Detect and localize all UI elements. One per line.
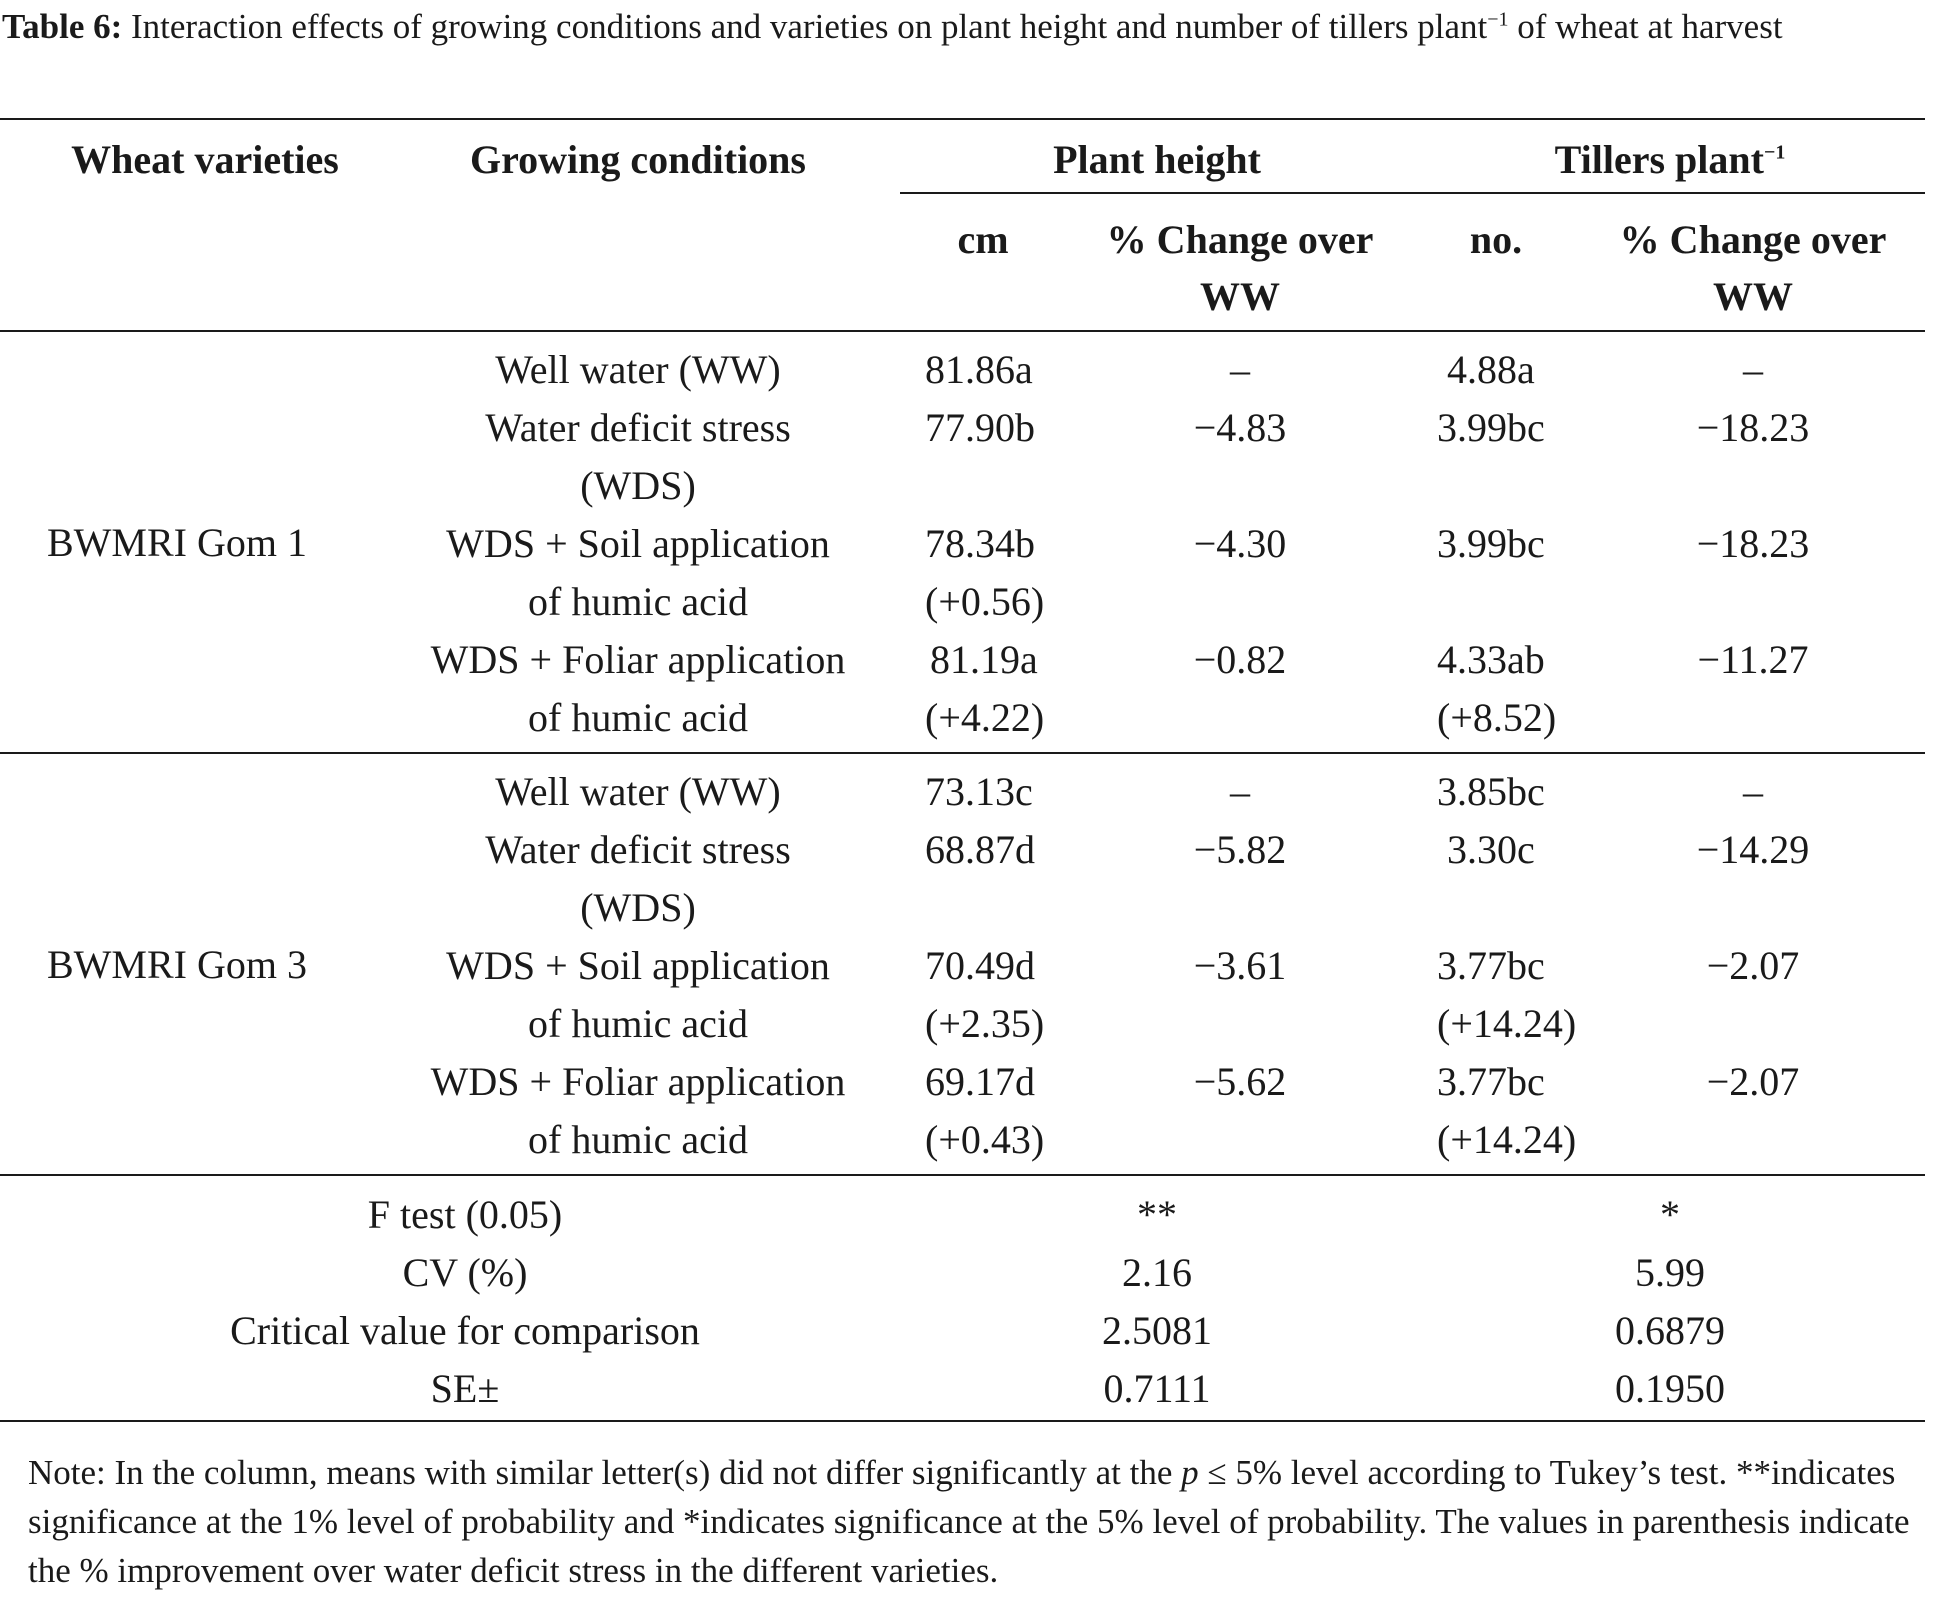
plant-height-change: −4.30 (1193, 521, 1287, 566)
stat-label-f-test: F test (0.05) (367, 1192, 563, 1237)
plant-height-improvement: (+4.22) (925, 695, 1045, 740)
tillers-improvement: (+14.24) (1437, 1001, 1577, 1046)
tillers-improvement: (+8.52) (1437, 695, 1557, 740)
plant-height-value: 68.87d (925, 827, 1035, 872)
tillers-change: – (1743, 347, 1763, 392)
condition-line: Well water (WW) (495, 347, 781, 392)
condition-line: WDS + Soil application (446, 943, 830, 988)
header-growing-conditions: Growing conditions (470, 137, 806, 182)
header-no: no. (1469, 217, 1523, 262)
plant-height-change: −5.62 (1193, 1059, 1287, 1104)
condition-line: of humic acid (528, 695, 748, 740)
caption-text: Interaction effects of growing condition… (122, 7, 1488, 46)
tillers-value: 3.99bc (1437, 405, 1545, 450)
caption-superscript: −1 (1487, 8, 1509, 31)
plant-height-value: 78.34b (925, 521, 1035, 566)
tillers-change: – (1743, 769, 1763, 814)
stat-plant-height-f-test: ** (1137, 1192, 1177, 1237)
stat-tillers-critical-value: 0.6879 (1615, 1308, 1725, 1353)
stat-plant-height-cv: 2.16 (1122, 1250, 1192, 1295)
header-bottom-rule (0, 330, 1925, 332)
table-caption: Table 6: Interaction effects of growing … (2, 2, 1952, 52)
variety-label: BWMRI Gom 1 (47, 520, 307, 565)
stat-plant-height-se: 0.7111 (1103, 1366, 1211, 1411)
stats-separator-rule (0, 1174, 1925, 1176)
header-cm: cm (957, 217, 1009, 262)
condition-line: Water deficit stress (485, 405, 791, 450)
stat-label-cv: CV (%) (402, 1250, 528, 1295)
plant-height-improvement: (+0.56) (925, 579, 1045, 624)
condition-line: of humic acid (528, 1117, 748, 1162)
stat-label-se: SE± (430, 1366, 500, 1411)
bottom-rule (0, 1420, 1925, 1422)
plant-height-improvement: (+0.43) (925, 1117, 1045, 1162)
plant-height-change: −5.82 (1193, 827, 1287, 872)
tillers-value: 3.85bc (1437, 769, 1545, 814)
tillers-value: 3.30c (1447, 827, 1535, 872)
caption-label: Table 6: (2, 7, 123, 46)
condition-line: WDS + Soil application (446, 521, 830, 566)
stat-tillers-f-test: * (1660, 1192, 1680, 1237)
caption-text-end: of wheat at harvest (1508, 7, 1783, 46)
condition-line: (WDS) (580, 885, 696, 930)
tillers-change: −2.07 (1706, 943, 1800, 988)
tillers-improvement: (+14.24) (1437, 1117, 1577, 1162)
variety-label: BWMRI Gom 3 (47, 942, 307, 987)
tillers-value: 4.33ab (1437, 637, 1545, 682)
condition-line: of humic acid (528, 1001, 748, 1046)
plant-height-change: – (1230, 769, 1250, 814)
header-change-over-tillers-line1: % Change over (1619, 217, 1887, 262)
header-change-over-tillers-line2: WW (1713, 274, 1793, 319)
header-wheat-varieties: Wheat varieties (71, 137, 339, 182)
condition-line: Well water (WW) (495, 769, 781, 814)
tillers-change: −14.29 (1696, 827, 1810, 872)
plant-height-change: – (1230, 347, 1250, 392)
stat-label-critical-value: Critical value for comparison (230, 1308, 700, 1353)
table-note: Note: In the column, means with similar … (28, 1448, 1928, 1595)
note-text-end: ≤ 5% level according to Tukey’s test. **… (28, 1453, 1910, 1590)
header-tillers-plant: Tillers plant−1 (1555, 131, 1786, 189)
tillers-change: −18.23 (1696, 521, 1810, 566)
plant-height-value: 81.19a (930, 637, 1038, 682)
stat-tillers-cv: 5.99 (1635, 1250, 1705, 1295)
note-text-start: Note: In the column, means with similar … (28, 1453, 1182, 1492)
header-tillers-superscript: −1 (1763, 141, 1786, 164)
stat-plant-height-critical-value: 2.5081 (1102, 1308, 1212, 1353)
condition-line: of humic acid (528, 579, 748, 624)
plant-height-value: 69.17d (925, 1059, 1035, 1104)
condition-line: (WDS) (580, 463, 696, 508)
tillers-value: 3.77bc (1437, 1059, 1545, 1104)
condition-line: WDS + Foliar application (430, 637, 846, 682)
plant-height-value: 70.49d (925, 943, 1035, 988)
group-header-rule (900, 192, 1925, 194)
stat-tillers-se: 0.1950 (1615, 1366, 1725, 1411)
group-separator-rule (0, 752, 1925, 754)
tillers-value: 4.88a (1447, 347, 1535, 392)
plant-height-improvement: (+2.35) (925, 1001, 1045, 1046)
plant-height-change: −4.83 (1193, 405, 1287, 450)
plant-height-change: −3.61 (1193, 943, 1287, 988)
header-tillers-text: Tillers plant (1554, 137, 1764, 182)
plant-height-value: 77.90b (925, 405, 1035, 450)
plant-height-value: 73.13c (925, 769, 1033, 814)
tillers-change: −11.27 (1697, 637, 1809, 682)
header-plant-height: Plant height (1053, 137, 1261, 182)
tillers-change: −2.07 (1706, 1059, 1800, 1104)
condition-line: Water deficit stress (485, 827, 791, 872)
plant-height-value: 81.86a (925, 347, 1033, 392)
top-rule (0, 118, 1925, 120)
tillers-change: −18.23 (1696, 405, 1810, 450)
tillers-value: 3.77bc (1437, 943, 1545, 988)
tillers-value: 3.99bc (1437, 521, 1545, 566)
plant-height-change: −0.82 (1193, 637, 1287, 682)
condition-line: WDS + Foliar application (430, 1059, 846, 1104)
note-p-symbol: p (1181, 1453, 1199, 1492)
header-change-over-line2: WW (1200, 274, 1280, 319)
header-change-over-line1: % Change over (1106, 217, 1374, 262)
